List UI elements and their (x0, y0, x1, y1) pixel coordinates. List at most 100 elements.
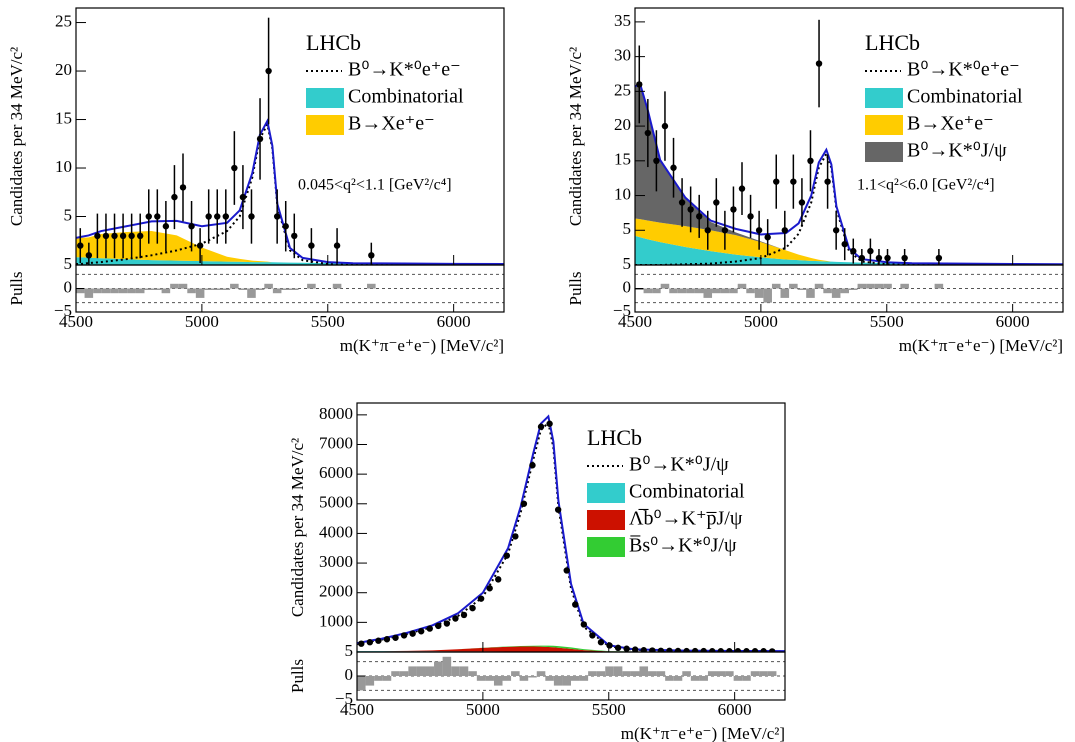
y-tick-label: 8000 (319, 404, 353, 423)
data-point (875, 254, 883, 262)
pull-bar (221, 288, 231, 290)
legend-label: B→Xe⁺e⁻ (907, 113, 994, 135)
pull-bar (416, 666, 426, 676)
pull-bar (230, 283, 239, 289)
pull-bar (874, 283, 884, 289)
data-point (400, 632, 408, 639)
data-point (738, 185, 746, 192)
pull-bar (699, 676, 708, 681)
x-tick-label: 4500 (59, 312, 93, 331)
data-point (636, 81, 643, 88)
legend-swatch (587, 537, 625, 557)
pull-tick-label: −5 (613, 301, 631, 320)
data-point (760, 648, 767, 652)
pull-tick-label: −5 (54, 301, 72, 320)
data-point (670, 164, 677, 171)
y-tick-label: 15 (614, 150, 631, 169)
data-point (730, 206, 737, 213)
pull-axis-label: Pulls (288, 659, 307, 693)
pull-bar (93, 288, 102, 294)
data-point (713, 199, 720, 206)
data-point (265, 67, 272, 75)
pull-bar (272, 288, 282, 294)
legend-swatch (306, 115, 344, 135)
data-point (580, 621, 588, 628)
pull-bar (720, 288, 730, 294)
x-tick-label: 5500 (311, 312, 345, 331)
pull-bar (144, 288, 154, 290)
data-point (798, 199, 806, 206)
component-area (76, 257, 504, 265)
data-point (162, 223, 170, 230)
pull-bar (883, 283, 892, 289)
y-tick-label: 10 (614, 184, 631, 203)
pull-bar (746, 288, 755, 294)
pull-bar (562, 676, 571, 686)
data-point (606, 642, 613, 649)
pull-bar (742, 676, 751, 681)
data-point (764, 234, 771, 241)
pull-bar (553, 676, 563, 686)
pull-bar (255, 288, 265, 290)
pull-bar (493, 676, 503, 686)
x-tick-label: 5000 (185, 312, 219, 331)
legend-swatch (865, 88, 903, 108)
data-point (94, 232, 101, 240)
data-point (773, 178, 780, 185)
legend-label: Λ̅b⁰→K⁺p̅J/ψ (629, 508, 743, 530)
pull-bar (750, 671, 760, 676)
pull-bar (528, 676, 537, 678)
y-tick-label: 20 (55, 60, 72, 79)
data-point (623, 645, 630, 652)
pull-bar (669, 288, 678, 294)
pull-bar (866, 283, 875, 289)
legend-swatch (587, 483, 625, 503)
pull-bar (170, 283, 179, 289)
pull-bar (204, 288, 213, 290)
data-point (179, 184, 187, 191)
data-point (678, 199, 686, 206)
data-point (196, 242, 204, 249)
pull-bar (712, 288, 721, 294)
y-tick-label: 5000 (319, 493, 353, 512)
data-point (832, 227, 840, 234)
pull-bar (442, 656, 452, 676)
pull-bar (767, 671, 777, 676)
pull-bar (127, 288, 136, 294)
data-point (572, 601, 579, 608)
data-point (867, 247, 874, 255)
pull-bar (135, 288, 145, 294)
data-point (375, 637, 382, 644)
data-point (231, 164, 238, 172)
data-point (291, 232, 298, 240)
data-point (632, 646, 639, 652)
data-point (734, 648, 742, 652)
data-point (214, 213, 221, 220)
pull-bar (733, 676, 743, 681)
pull-bar (110, 288, 119, 294)
pull-bar (682, 671, 691, 676)
y-tick-label: 4000 (319, 522, 353, 541)
data-point (666, 647, 673, 652)
pull-bar (754, 288, 764, 298)
data-point (858, 254, 866, 262)
data-point (649, 647, 656, 652)
data-point (520, 500, 528, 507)
data-point (392, 634, 399, 641)
data-point (205, 213, 212, 220)
pull-bar (656, 671, 666, 676)
data-point (755, 227, 763, 234)
plot-area (76, 17, 504, 265)
data-point (119, 232, 127, 240)
x-tick-label: 6000 (718, 700, 752, 719)
pull-bar (238, 288, 248, 290)
y-tick-label: 25 (55, 11, 72, 30)
data-point (111, 232, 118, 240)
legend-label: B̅s⁰→K*⁰J/ψ (629, 535, 737, 557)
legend-label: Combinatorial (907, 86, 1023, 108)
data-point (589, 632, 596, 639)
x-tick-label: 5000 (466, 700, 500, 719)
data-point (657, 647, 665, 652)
y-tick-label: 1000 (319, 611, 353, 630)
pull-tick-label: 0 (623, 277, 632, 296)
